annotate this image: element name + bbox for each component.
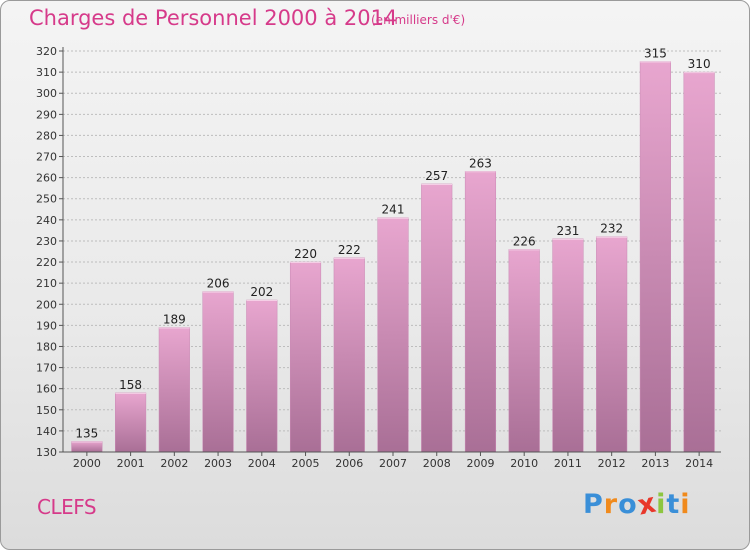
bar-2009 <box>464 171 497 453</box>
bar-2005 <box>289 261 322 453</box>
y-tick-label: 230 <box>36 235 57 248</box>
data-label-2001: 158 <box>119 378 142 392</box>
x-tick-label-2002: 2002 <box>160 457 188 470</box>
x-tick-label-2009: 2009 <box>466 457 494 470</box>
x-tick-label-2012: 2012 <box>598 457 626 470</box>
y-tick-label: 280 <box>36 129 57 142</box>
bar-2011 <box>552 238 584 453</box>
x-tick-label-2005: 2005 <box>292 457 320 470</box>
x-tick-label-2007: 2007 <box>379 457 407 470</box>
y-tick-label: 310 <box>36 66 57 79</box>
data-label-2014: 310 <box>688 57 711 71</box>
logo-letter: i <box>656 489 667 520</box>
bar-2010 <box>508 249 540 453</box>
x-tick-label-2010: 2010 <box>510 457 538 470</box>
y-tick-label: 170 <box>36 362 57 375</box>
x-tick-label-2011: 2011 <box>554 457 582 470</box>
logo-letter: r <box>603 489 619 520</box>
bar-2004 <box>246 299 278 453</box>
bar-2001 <box>115 392 147 453</box>
x-tick-label-2004: 2004 <box>248 457 276 470</box>
y-tick-label: 290 <box>36 108 57 121</box>
x-tick-label-2014: 2014 <box>685 457 713 470</box>
data-label-2013: 315 <box>644 47 667 61</box>
x-tick-label-2001: 2001 <box>117 457 145 470</box>
x-tick-label-2003: 2003 <box>204 457 232 470</box>
y-tick-label: 260 <box>36 172 57 185</box>
x-tick-label-2013: 2013 <box>641 457 669 470</box>
data-label-2005: 220 <box>294 247 317 261</box>
bar-2002 <box>158 327 190 453</box>
y-tick-label: 300 <box>36 87 57 100</box>
data-label-2012: 232 <box>600 222 623 236</box>
data-label-2006: 222 <box>338 243 361 257</box>
y-tick-label: 250 <box>36 193 57 206</box>
bar-2014 <box>683 71 715 453</box>
commune-name: CLEFS <box>37 495 97 519</box>
proxiti-logo: Proxiti <box>583 487 691 521</box>
logo-letter: o <box>618 489 638 520</box>
y-tick-label: 200 <box>36 298 57 311</box>
bars <box>71 61 715 453</box>
data-label-2003: 206 <box>207 277 230 291</box>
x-tick-label-2008: 2008 <box>423 457 451 470</box>
bar-2012 <box>596 236 628 453</box>
y-tick-label: 130 <box>36 446 57 459</box>
y-tick-label: 190 <box>36 319 57 332</box>
data-label-2000: 135 <box>75 426 98 440</box>
y-tick-label: 270 <box>36 151 57 164</box>
x-axis: 2000 2001 2002 2003 2004 2005 2006 2007 2008 2009… <box>63 451 721 470</box>
bar-2006 <box>333 257 365 453</box>
y-tick-label: 240 <box>36 214 57 227</box>
logo-letter: i <box>680 489 691 520</box>
logo-letter: P <box>583 489 604 520</box>
data-label-2002: 189 <box>163 312 186 326</box>
y-tick-label: 180 <box>36 340 57 353</box>
data-label-2008: 257 <box>425 169 448 183</box>
x-tick-label-2006: 2006 <box>335 457 363 470</box>
chart-subtitle: (en milliers d'€) <box>371 13 466 27</box>
data-labels: 135 158 189 206 202 220 222 241 257 263 226 231 232 3… <box>75 47 710 441</box>
bar-2013 <box>639 61 671 453</box>
bar-2000 <box>71 441 103 453</box>
bar-2003 <box>202 291 234 453</box>
data-label-2004: 202 <box>250 285 273 299</box>
y-tick-label: 320 <box>36 45 57 58</box>
y-tick-label: 210 <box>36 277 57 290</box>
data-label-2009: 263 <box>469 156 492 170</box>
data-label-2010: 226 <box>513 234 536 248</box>
bar-2008 <box>421 183 453 453</box>
y-tick-label: 160 <box>36 383 57 396</box>
data-label-2007: 241 <box>382 203 405 217</box>
y-tick-label: 150 <box>36 404 57 417</box>
logo-letter: t <box>666 489 681 520</box>
data-label-2011: 231 <box>556 224 579 238</box>
chart-title: Charges de Personnel 2000 à 2014 <box>29 6 398 30</box>
bar-2007 <box>377 217 409 453</box>
y-tick-label: 220 <box>36 256 57 269</box>
y-axis: 130 140 150 160 170 180 190 200 210 220 230 240 250 2… <box>36 45 64 459</box>
x-tick-label-2000: 2000 <box>73 457 101 470</box>
y-tick-label: 140 <box>36 425 57 438</box>
